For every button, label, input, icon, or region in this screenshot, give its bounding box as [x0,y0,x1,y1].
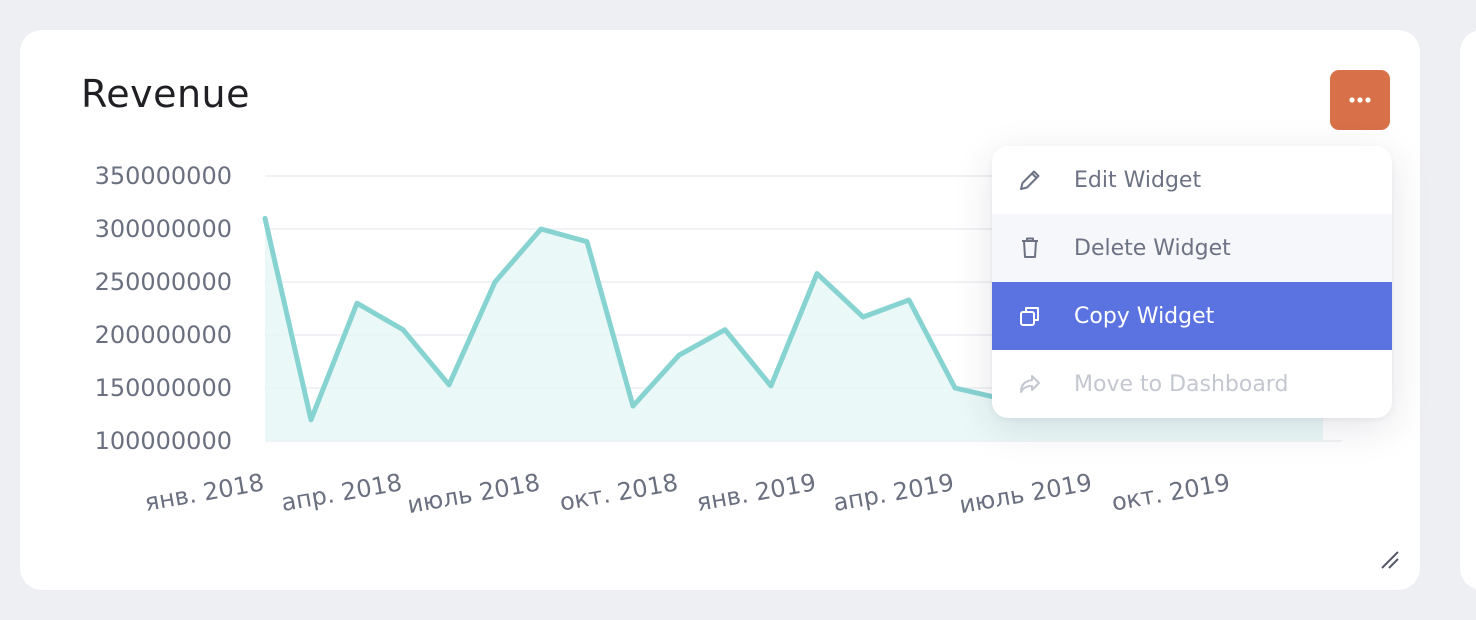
y-tick-label: 200000000 [95,321,232,349]
pencil-icon [1016,166,1044,194]
y-tick-label: 250000000 [95,268,232,296]
x-tick-label: июль 2018 [405,468,542,519]
x-tick-label: окт. 2019 [1109,468,1232,516]
copy-icon [1016,302,1044,330]
more-horizontal-icon [1349,97,1371,103]
menu-item-edit-widget[interactable]: Edit Widget [992,146,1392,214]
widget-title: Revenue [81,72,250,116]
x-tick-label: апр. 2018 [279,468,404,517]
next-widget-card [1460,30,1476,590]
y-tick-label: 300000000 [95,215,232,243]
y-tick-label: 350000000 [95,162,232,190]
resize-handle-icon[interactable] [1378,548,1400,570]
x-tick-label: окт. 2018 [557,468,680,516]
widget-menu-button[interactable] [1330,70,1390,130]
menu-item-move-to-dashboard[interactable]: Move to Dashboard [992,350,1392,418]
menu-item-label: Delete Widget [1074,235,1231,261]
menu-item-delete-widget[interactable]: Delete Widget [992,214,1392,282]
revenue-chart: 100000000 150000000 200000000 250000000 3000… [95,162,1342,519]
trash-icon [1016,234,1044,262]
x-tick-label: янв. 2019 [694,468,818,517]
x-tick-label: янв. 2018 [142,468,266,517]
y-tick-label: 150000000 [95,374,232,402]
share-arrow-icon [1016,370,1044,398]
menu-item-label: Copy Widget [1074,303,1215,329]
menu-item-label: Move to Dashboard [1074,371,1289,397]
widget-card: Revenue 100000000 150000000 200000000 25000… [20,30,1420,590]
menu-item-label: Edit Widget [1074,167,1202,193]
x-tick-label: апр. 2019 [831,468,956,517]
x-tick-label: июль 2019 [957,468,1094,519]
y-tick-label: 100000000 [95,427,232,455]
widget-context-menu: Edit Widget Delete Widget Copy Widget Mo… [992,146,1392,418]
menu-item-copy-widget[interactable]: Copy Widget [992,282,1392,350]
